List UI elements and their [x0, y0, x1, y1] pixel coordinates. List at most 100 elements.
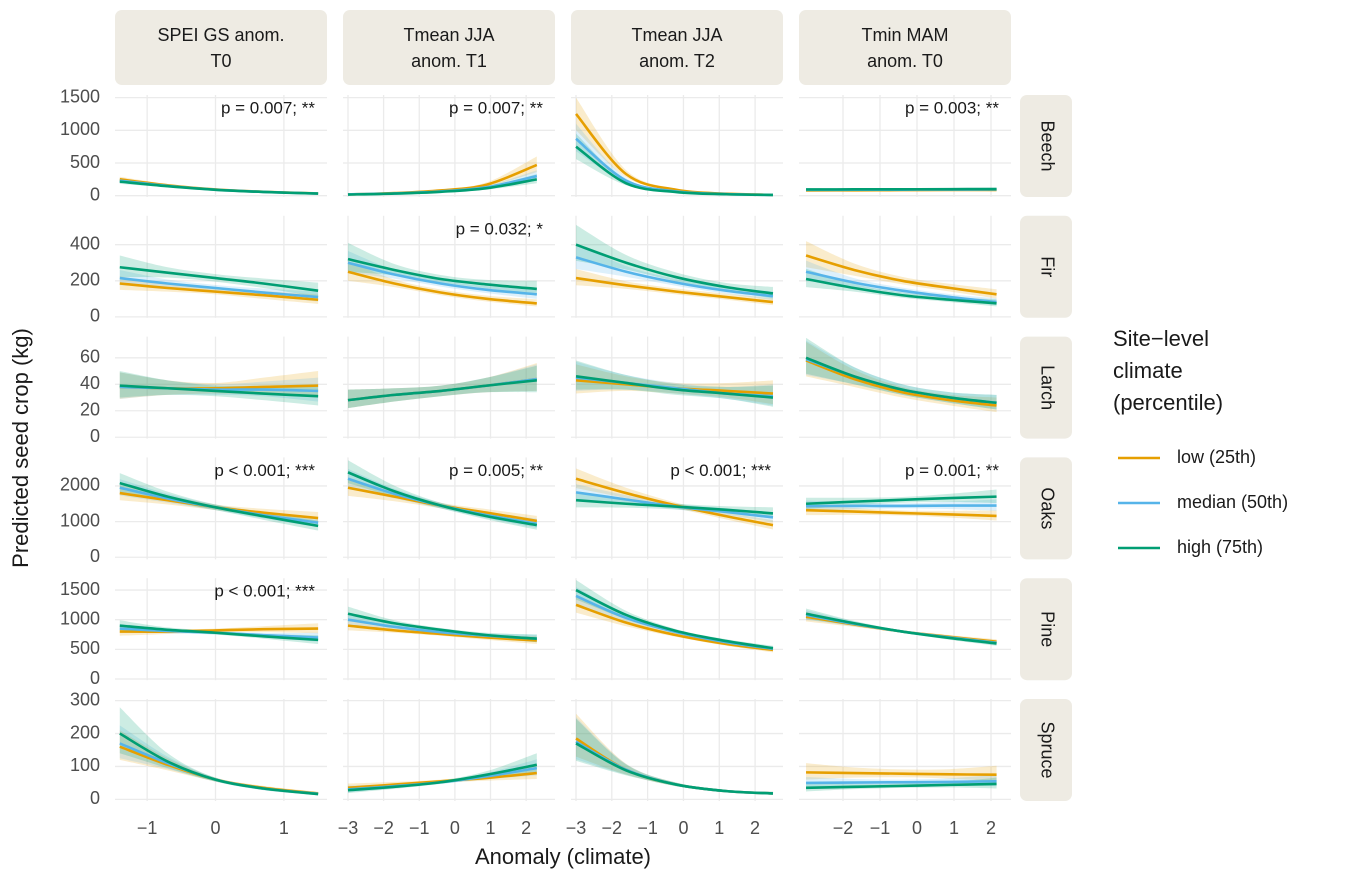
row-strip-label: Larch [1037, 365, 1057, 410]
panel [343, 336, 555, 439]
y-tick-label: 200 [70, 722, 100, 742]
panel [343, 699, 555, 801]
series-line [347, 624, 537, 642]
column-strip-label: Tmean JJA [631, 25, 722, 45]
x-tick-label: 0 [211, 818, 221, 838]
panel: p = 0.032; * [343, 215, 555, 318]
column-strip [571, 10, 783, 85]
x-tick-label: 1 [279, 818, 289, 838]
x-tick-label: 2 [986, 818, 996, 838]
column-strip-label: Tmin MAM [862, 25, 949, 45]
confidence-ribbon [119, 707, 319, 796]
y-tick-label: 60 [80, 347, 100, 367]
panel [571, 95, 783, 197]
confidence-ribbon [347, 242, 537, 296]
confidence-ribbon [347, 365, 537, 409]
row-strip-label: Oaks [1037, 487, 1057, 529]
series-line [806, 779, 997, 785]
column-strip-label: Tmean JJA [403, 25, 494, 45]
confidence-ribbon [576, 123, 773, 196]
panel: p = 0.001; ** [799, 457, 1011, 560]
x-tick-label: 2 [750, 818, 760, 838]
row-strip-label: Beech [1037, 120, 1057, 171]
confidence-ribbon [576, 579, 773, 651]
row-strip-label: Fir [1037, 256, 1057, 277]
series-line [575, 145, 773, 197]
panel: p = 0.007; ** [115, 95, 327, 197]
y-tick-label: 1500 [60, 579, 100, 599]
y-tick-label: 500 [70, 152, 100, 172]
confidence-ribbon [119, 276, 319, 304]
confidence-ribbon [347, 170, 537, 195]
y-tick-label: 0 [90, 426, 100, 446]
series-line [575, 256, 774, 298]
y-tick-label: 0 [90, 668, 100, 688]
legend-title: (percentile) [1113, 390, 1223, 415]
series-line [805, 495, 997, 506]
row-strip-label: Spruce [1037, 721, 1057, 778]
y-axis-title: Predicted seed crop (kg) [8, 328, 33, 568]
x-tick-label: −3 [566, 818, 587, 838]
column-strip [115, 10, 327, 85]
confidence-ribbon [119, 371, 319, 399]
series-line [119, 481, 319, 528]
y-tick-label: 0 [90, 546, 100, 566]
p-value-annotation: p < 0.001; *** [214, 582, 315, 601]
legend-label: median (50th) [1177, 492, 1288, 512]
panel [115, 699, 327, 801]
series-line [805, 254, 997, 296]
series-line [575, 276, 774, 304]
column-strip-label: SPEI GS anom. [157, 25, 284, 45]
x-tick-label: −1 [870, 818, 891, 838]
row-strip [1020, 336, 1072, 439]
x-tick-label: −2 [373, 818, 394, 838]
panel [799, 336, 1011, 439]
column-strip-label: anom. T2 [639, 51, 715, 71]
series-line [347, 471, 538, 527]
confidence-ribbon [576, 468, 773, 530]
x-tick-label: 1 [486, 818, 496, 838]
series-line [805, 277, 997, 305]
p-value-annotation: p < 0.001; *** [214, 461, 315, 480]
panel [571, 336, 783, 439]
x-tick-label: 1 [714, 818, 724, 838]
column-strip [799, 10, 1011, 85]
series-line [805, 356, 997, 405]
panel: p < 0.001; *** [115, 578, 327, 681]
row-strip [1020, 95, 1072, 197]
series-line [575, 603, 774, 652]
series-line [119, 276, 319, 299]
panel: p < 0.001; *** [571, 457, 783, 560]
series-line [805, 508, 997, 518]
series-line [806, 504, 997, 508]
panel [115, 336, 327, 439]
panel: p = 0.007; ** [343, 95, 555, 197]
legend-title: climate [1113, 358, 1183, 383]
y-tick-label: 500 [70, 638, 100, 658]
panel [115, 215, 327, 318]
y-tick-label: 20 [80, 400, 100, 420]
series-line [119, 624, 319, 642]
series-line [806, 782, 997, 790]
y-tick-label: 0 [90, 788, 100, 808]
confidence-ribbon [806, 241, 997, 299]
row-strip-label: Pine [1037, 611, 1057, 647]
series-line [575, 113, 774, 197]
confidence-ribbon [576, 718, 773, 795]
p-value-annotation: p < 0.001; *** [670, 461, 771, 480]
series-line [805, 270, 997, 304]
series-line [119, 265, 319, 293]
panel [571, 699, 783, 801]
confidence-ribbon [576, 97, 773, 196]
series-line [347, 379, 537, 402]
series-line [347, 771, 537, 790]
column-strip-label: anom. T1 [411, 51, 487, 71]
series-line [575, 498, 774, 515]
panel: p < 0.001; *** [115, 457, 327, 560]
series-line [119, 282, 319, 302]
x-tick-label: −3 [338, 818, 359, 838]
series-line [806, 771, 997, 776]
series-line [119, 180, 319, 195]
confidence-ribbon [347, 606, 537, 643]
confidence-ribbon [576, 717, 773, 795]
